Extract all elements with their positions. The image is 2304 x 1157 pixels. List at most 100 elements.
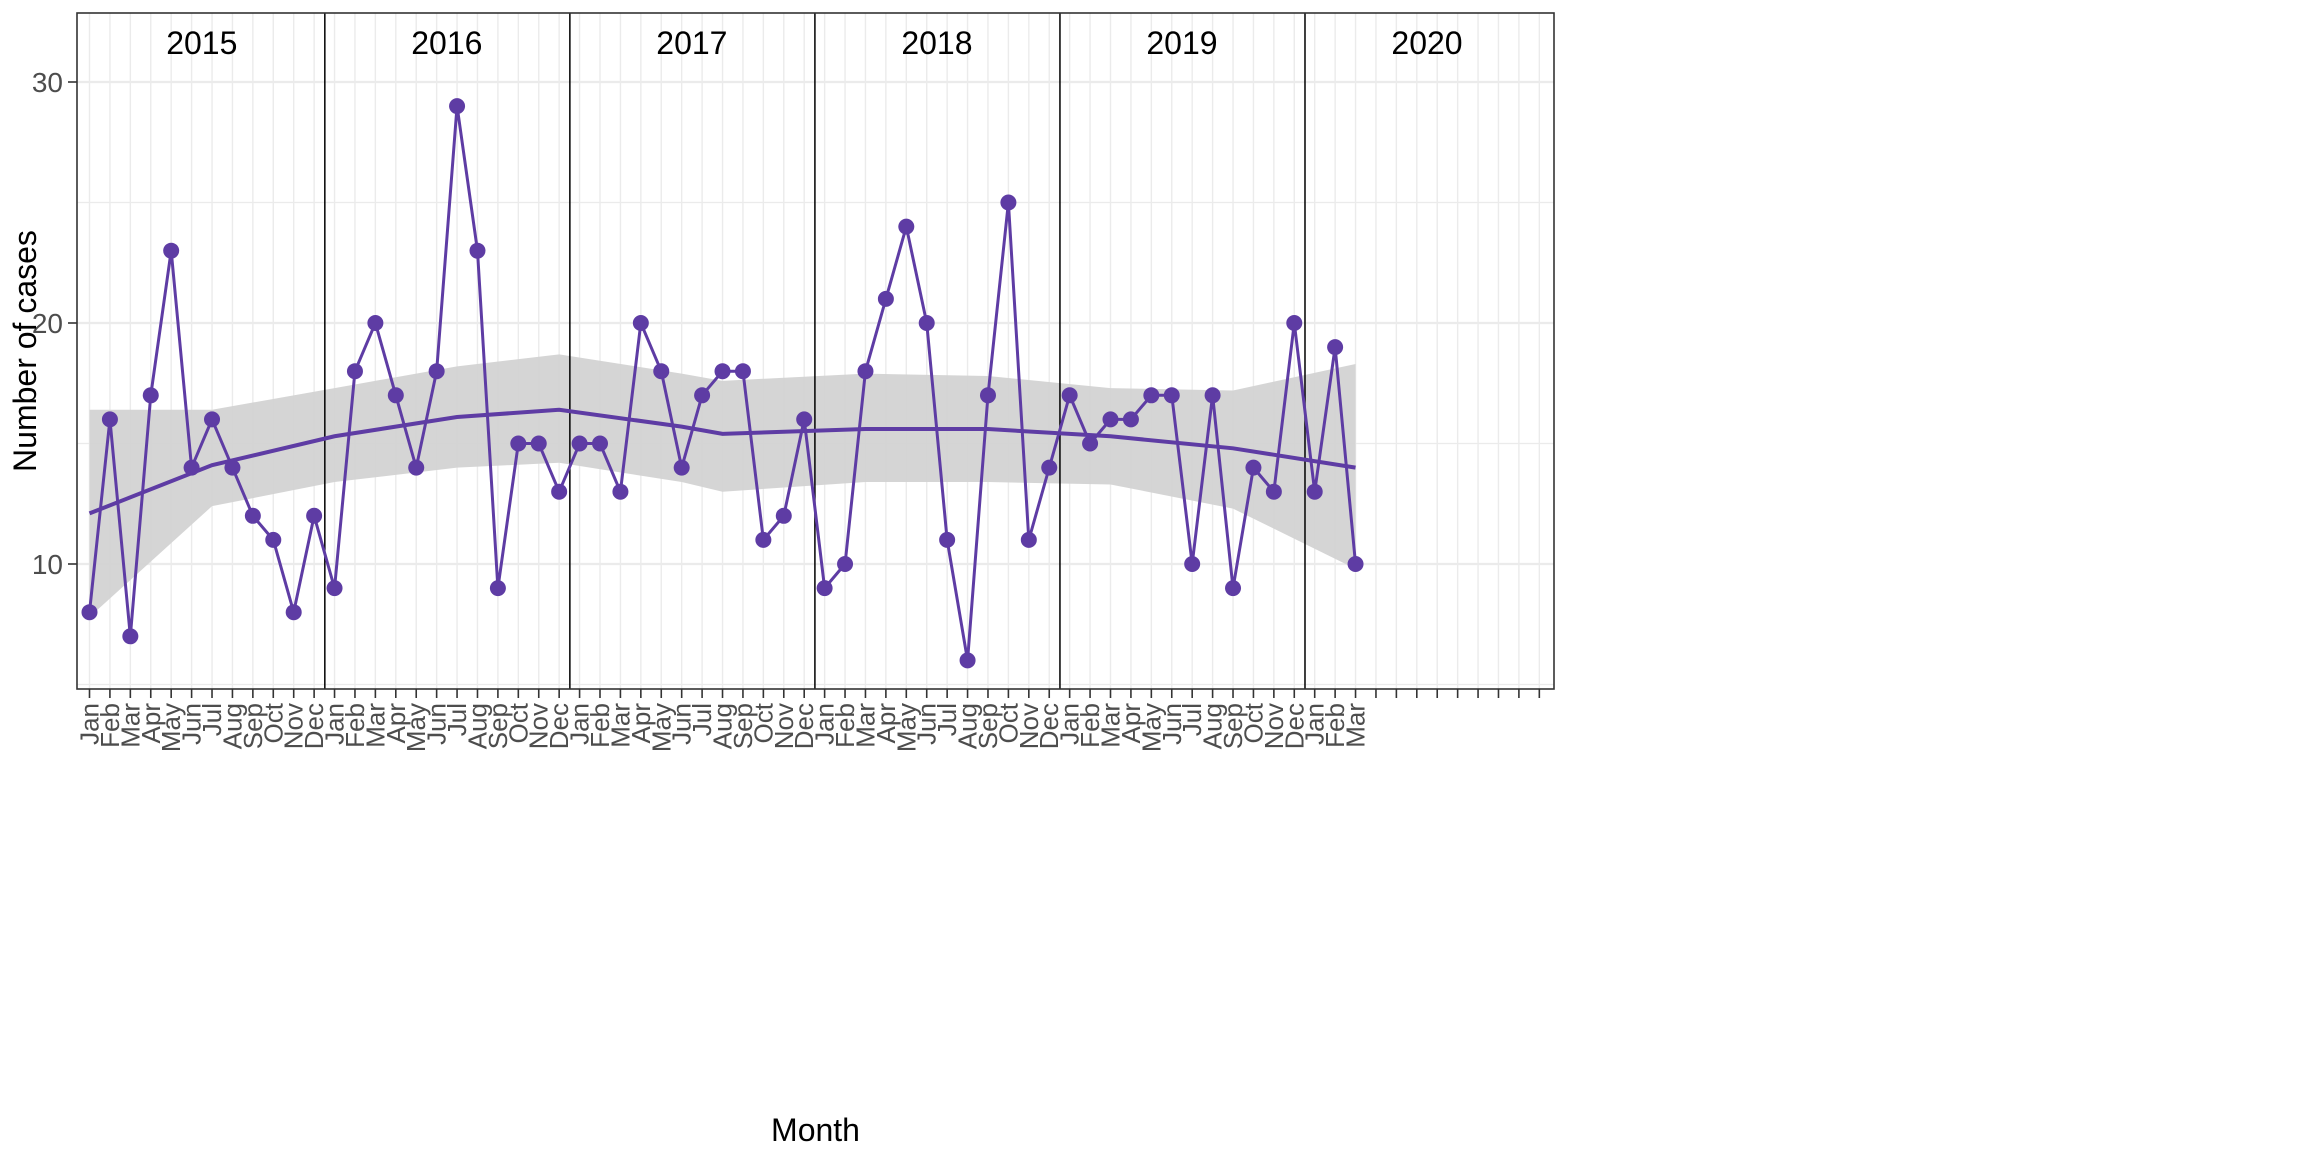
x-axis-ticks: JanFebMarAprMayJunJulAugSepOctNovDecJanF… <box>75 689 1541 752</box>
data-point <box>469 242 486 259</box>
data-point <box>1102 411 1119 428</box>
smooth-line <box>88 407 1356 516</box>
data-point <box>326 580 343 597</box>
x-tick-label: Feb <box>585 703 615 748</box>
x-tick-label: Jan <box>320 703 350 745</box>
data-point <box>1327 339 1344 356</box>
x-tick-label: Aug <box>1198 703 1228 749</box>
x-tick-label: Sep <box>728 703 758 749</box>
x-tick-label: Oct <box>258 702 288 743</box>
x-tick-label: Jul <box>1177 703 1207 736</box>
data-point <box>244 507 261 524</box>
x-tick-label: Mar <box>605 703 635 748</box>
data-point <box>775 507 792 524</box>
data-point <box>714 363 731 380</box>
x-tick-label: Feb <box>1075 703 1105 748</box>
facet-label: 2018 <box>901 25 972 61</box>
data-point <box>653 363 670 380</box>
y-axis-ticks: 10 20 30 <box>32 67 77 580</box>
data-point <box>204 411 221 428</box>
x-tick-label: Oct <box>1238 702 1268 743</box>
x-tick-label: Nov <box>1259 703 1289 749</box>
data-point <box>1265 483 1282 500</box>
ribbon-band <box>89 354 1356 618</box>
x-tick-label: Aug <box>462 703 492 749</box>
x-tick-label: Mar <box>1096 703 1126 748</box>
x-tick-label: Mar <box>115 703 145 748</box>
facet-label: 2016 <box>411 25 482 61</box>
data-point <box>1020 531 1037 548</box>
data-point <box>734 363 751 380</box>
x-tick-label: Jan <box>75 703 105 745</box>
data-point <box>918 315 935 331</box>
x-tick-label: May <box>401 703 431 752</box>
data-point <box>1041 459 1058 476</box>
data-point <box>428 363 445 380</box>
data-point <box>265 531 282 548</box>
x-tick-label: Apr <box>136 703 166 744</box>
x-tick-label: Apr <box>381 703 411 744</box>
x-tick-label: Oct <box>748 702 778 743</box>
x-tick-label: Sep <box>483 703 513 749</box>
data-point <box>530 435 547 452</box>
x-tick-label: Sep <box>1218 703 1248 749</box>
data-point <box>1163 387 1180 404</box>
data-point <box>551 483 568 500</box>
x-tick-label: May <box>891 703 921 752</box>
data-point <box>959 652 976 669</box>
x-tick-label: Feb <box>1320 703 1350 748</box>
x-tick-label: Mar <box>850 703 880 748</box>
x-tick-label: Jan <box>810 703 840 745</box>
data-point <box>1184 556 1201 572</box>
x-tick-label: Jul <box>687 703 717 736</box>
x-tick-label: Nov <box>769 703 799 749</box>
data-point <box>224 459 241 476</box>
data-point <box>1061 387 1078 404</box>
x-tick-label: Aug <box>953 703 983 749</box>
data-point <box>163 242 180 259</box>
x-tick-label: Dec <box>789 703 819 749</box>
data-point <box>857 363 874 380</box>
x-tick-label: Mar <box>1341 703 1371 748</box>
x-tick-label: Dec <box>299 703 329 749</box>
data-point <box>979 387 996 404</box>
data-point <box>1122 411 1139 428</box>
x-tick-label: Mar <box>360 703 390 748</box>
data-point <box>1286 315 1303 331</box>
x-tick-label: Jun <box>667 703 697 745</box>
facet-label: 2015 <box>166 25 237 61</box>
x-tick-label: Dec <box>1034 703 1064 749</box>
x-tick-label: Sep <box>973 703 1003 749</box>
data-point <box>673 459 690 476</box>
x-tick-label: Feb <box>830 703 860 748</box>
data-point <box>346 363 363 380</box>
data-point <box>1143 387 1160 404</box>
data-point <box>612 483 629 500</box>
x-tick-label: Oct <box>993 702 1023 743</box>
data-point <box>489 580 506 597</box>
data-point <box>387 387 404 404</box>
x-tick-label: Nov <box>279 703 309 749</box>
grid-lines <box>77 13 1554 689</box>
x-tick-label: May <box>156 703 186 752</box>
data-point <box>510 435 527 452</box>
data-point <box>571 435 588 452</box>
x-tick-label: Nov <box>524 703 554 749</box>
facet-dividers <box>324 13 1306 689</box>
smooth-trend <box>88 407 1356 516</box>
x-tick-label: Nov <box>1014 703 1044 749</box>
x-tick-label: Aug <box>217 703 247 749</box>
observed-series <box>81 98 1364 669</box>
facet-label: 2020 <box>1391 25 1462 61</box>
data-point <box>142 387 159 404</box>
data-point <box>449 98 466 115</box>
data-point <box>898 218 915 235</box>
y-tick-label: 30 <box>32 67 63 98</box>
data-point <box>285 604 302 621</box>
data-point <box>755 531 772 548</box>
facet-labels: 2015 2016 2017 2018 2019 2020 <box>166 25 1462 61</box>
data-point <box>939 531 956 548</box>
data-point <box>877 290 894 307</box>
data-point <box>122 628 139 645</box>
y-axis-title: Number of cases <box>7 230 43 472</box>
